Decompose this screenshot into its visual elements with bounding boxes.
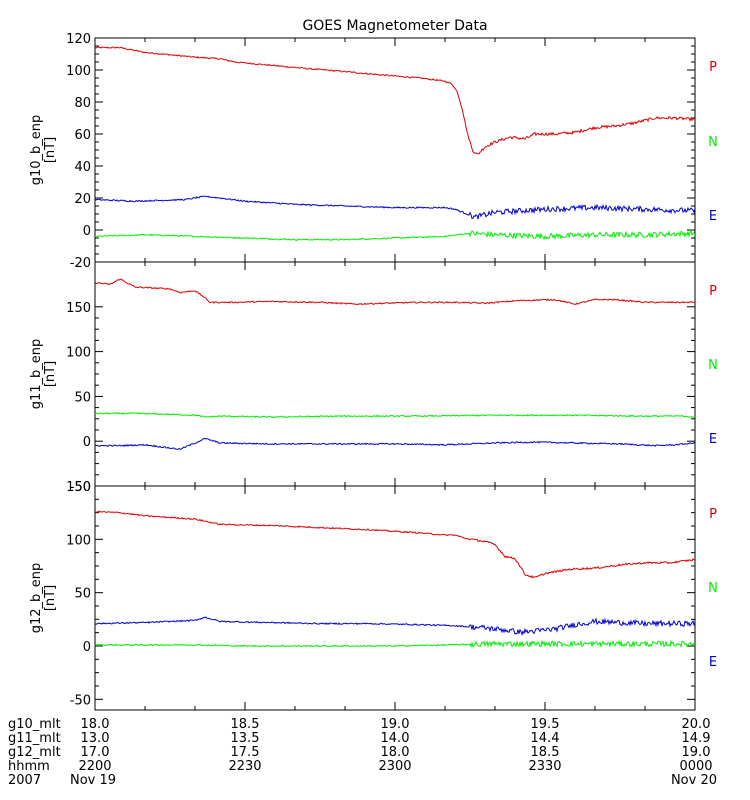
x-row-label: hhmm — [8, 759, 50, 774]
x-row-value: 17.5 — [231, 745, 260, 760]
x-row-label: g12_mlt — [8, 745, 61, 760]
y-tick-label: 120 — [66, 32, 91, 47]
channel-label-P: P — [709, 507, 717, 522]
x-row-value: 19.0 — [682, 745, 711, 760]
x-row-value: 13.5 — [231, 731, 260, 746]
y-tick-label: 100 — [66, 533, 91, 548]
y-tick-label: 100 — [66, 346, 91, 361]
x-row-value: 13.0 — [81, 731, 110, 746]
series-line-N — [95, 639, 695, 649]
series-line-P — [95, 278, 695, 306]
x-row-value: 14.4 — [531, 731, 560, 746]
x-row-value: 14.9 — [682, 731, 711, 746]
channel-label-N: N — [708, 358, 718, 373]
y-tick-label: 150 — [66, 480, 91, 495]
y-tick-label: -50 — [70, 693, 91, 708]
x-row-label: 2007 — [8, 773, 41, 788]
y-tick-label: -20 — [70, 256, 91, 271]
y-tick-label: 50 — [74, 587, 91, 602]
series-line-E — [95, 616, 695, 637]
y-tick-label: 60 — [74, 128, 91, 143]
y-tick-label: 20 — [74, 192, 91, 207]
y-axis-title: g11_b_enp — [29, 339, 44, 410]
panel-g10: 120 100 80 60 40 20 0 -20 g10_b_enp [nT] P N E — [29, 32, 718, 271]
chart-title: GOES Magnetometer Data — [302, 18, 487, 34]
x-row-value: 2230 — [228, 759, 261, 774]
x-row-value: 14.0 — [381, 731, 410, 746]
y-tick-label: 0 — [83, 435, 91, 450]
series-line-P — [95, 510, 695, 579]
x-row-value: 18.5 — [231, 717, 260, 732]
series-line-E — [95, 437, 695, 450]
y-axis-title: g10_b_enp — [29, 115, 44, 186]
x-row-value: 18.5 — [531, 745, 560, 760]
x-row-value: Nov 19 — [70, 773, 116, 788]
x-row-value: 18.0 — [81, 717, 110, 732]
series-line-P — [95, 46, 695, 155]
x-row-value: 2300 — [378, 759, 411, 774]
series-group — [95, 510, 695, 649]
series-line-E — [95, 195, 695, 220]
x-row-value: 20.0 — [682, 717, 711, 732]
x-row-value: 19.5 — [531, 717, 560, 732]
y-tick-label: 0 — [83, 640, 91, 655]
x-row-value: 18.0 — [381, 745, 410, 760]
channel-label-P: P — [709, 284, 717, 299]
x-row-value: Nov 20 — [671, 773, 717, 788]
channel-label-E: E — [709, 432, 717, 447]
y-tick-label: -50 — [70, 480, 91, 495]
x-row-label: g10_mlt — [8, 717, 61, 732]
y-tick-label: 40 — [74, 160, 91, 175]
channel-label-P: P — [709, 60, 717, 75]
channel-label-N: N — [708, 581, 718, 596]
series-line-N — [95, 412, 695, 419]
y-axis-units: [nT] — [43, 585, 58, 611]
y-tick-label: 50 — [74, 390, 91, 405]
x-row-value: 2200 — [78, 759, 111, 774]
y-tick-label: 0 — [83, 224, 91, 239]
y-tick-label: 150 — [66, 301, 91, 316]
x-row-label: g11_mlt — [8, 731, 61, 746]
channel-label-E: E — [709, 209, 717, 224]
channel-label-N: N — [708, 135, 718, 150]
x-row-value: 19.0 — [381, 717, 410, 732]
series-line-N — [95, 229, 695, 241]
y-tick-label: 100 — [66, 64, 91, 79]
series-group — [95, 46, 695, 241]
y-tick-label: 80 — [74, 96, 91, 111]
x-row-value: 2330 — [528, 759, 561, 774]
y-axis-units: [nT] — [43, 361, 58, 387]
x-row-value: 17.0 — [81, 745, 110, 760]
panel-g12: 150 100 50 0 -50 g12_b_enp [nT] P N E — [29, 480, 718, 711]
channel-label-E: E — [709, 655, 717, 670]
panel-g11: 150 100 50 0 -50 g11_b_enp [nT] P N E — [29, 261, 718, 495]
x-row-value: 0000 — [679, 759, 712, 774]
y-axis-units: [nT] — [43, 137, 58, 163]
x-axis-block: g10_mlt 18.0 18.5 19.0 19.5 20.0 g11_mlt 13.0 13… — [8, 717, 717, 788]
series-group — [95, 278, 695, 450]
y-axis-title: g12_b_enp — [29, 563, 44, 634]
